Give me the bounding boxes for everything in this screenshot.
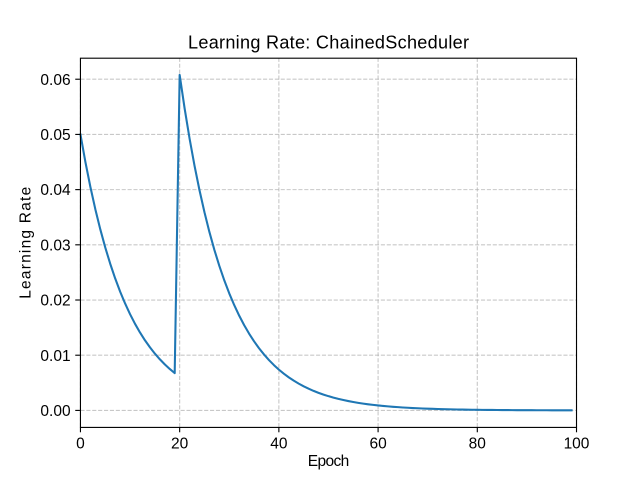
svg-text:Learning Rate: Learning Rate xyxy=(17,187,34,299)
svg-text:60: 60 xyxy=(369,436,387,453)
svg-text:0.06: 0.06 xyxy=(40,72,70,89)
svg-text:100: 100 xyxy=(564,436,590,453)
svg-text:20: 20 xyxy=(171,436,189,453)
svg-text:0.02: 0.02 xyxy=(40,293,70,310)
svg-text:Learning Rate: ChainedSchedule: Learning Rate: ChainedScheduler xyxy=(188,33,469,53)
svg-text:0.00: 0.00 xyxy=(40,403,71,420)
svg-text:0: 0 xyxy=(76,436,85,453)
svg-text:0.03: 0.03 xyxy=(40,237,70,254)
svg-text:0.04: 0.04 xyxy=(40,182,71,199)
svg-text:Epoch: Epoch xyxy=(308,453,350,470)
svg-text:0.01: 0.01 xyxy=(40,348,70,365)
svg-text:0.05: 0.05 xyxy=(40,127,70,144)
svg-text:40: 40 xyxy=(270,436,288,453)
svg-text:80: 80 xyxy=(469,436,487,453)
